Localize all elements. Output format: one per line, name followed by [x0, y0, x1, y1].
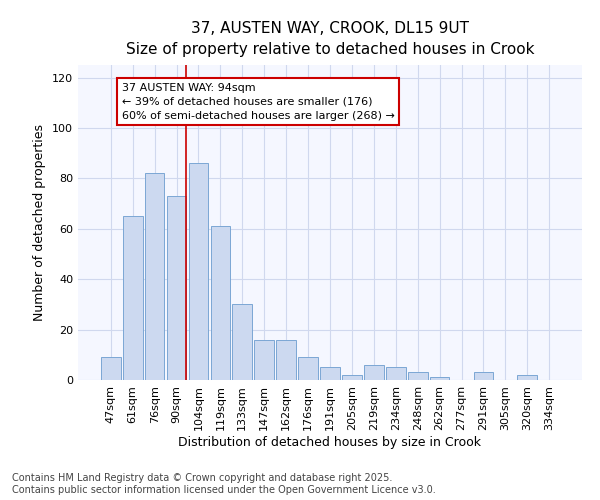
Bar [364, 365, 384, 380]
Bar [517, 375, 537, 380]
Bar [211, 226, 230, 380]
Bar [232, 304, 252, 380]
Bar [298, 358, 318, 380]
X-axis label: Distribution of detached houses by size in Crook: Distribution of detached houses by size … [179, 436, 482, 448]
Bar [430, 378, 449, 380]
Title: 37, AUSTEN WAY, CROOK, DL15 9UT
Size of property relative to detached houses in : 37, AUSTEN WAY, CROOK, DL15 9UT Size of … [126, 21, 534, 57]
Bar [101, 358, 121, 380]
Bar [320, 368, 340, 380]
Bar [473, 372, 493, 380]
Bar [167, 196, 187, 380]
Bar [386, 368, 406, 380]
Bar [408, 372, 428, 380]
Bar [188, 164, 208, 380]
Text: 37 AUSTEN WAY: 94sqm
← 39% of detached houses are smaller (176)
60% of semi-deta: 37 AUSTEN WAY: 94sqm ← 39% of detached h… [122, 82, 395, 120]
Bar [145, 174, 164, 380]
Bar [123, 216, 143, 380]
Bar [276, 340, 296, 380]
Y-axis label: Number of detached properties: Number of detached properties [34, 124, 46, 321]
Bar [342, 375, 362, 380]
Text: Contains HM Land Registry data © Crown copyright and database right 2025.
Contai: Contains HM Land Registry data © Crown c… [12, 474, 436, 495]
Bar [254, 340, 274, 380]
